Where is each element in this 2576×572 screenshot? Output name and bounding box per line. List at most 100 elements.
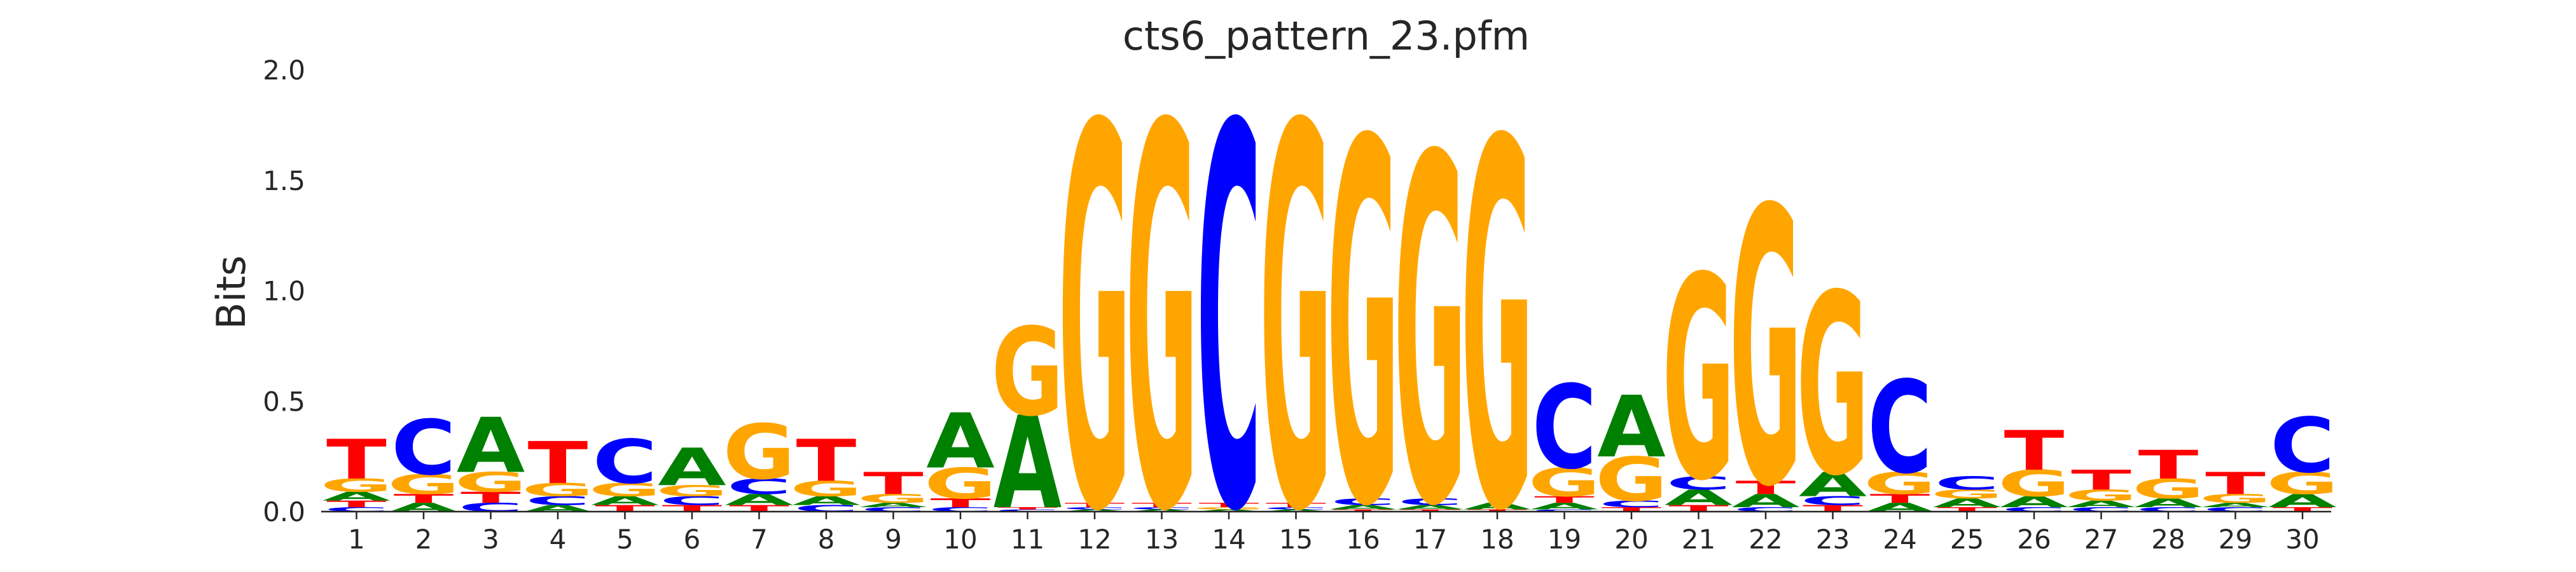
logo-letter-g: G — [656, 482, 728, 500]
x-tick-label: 28 — [2151, 524, 2185, 555]
logo-letter-a: A — [2268, 491, 2337, 512]
logo-letter-a: A — [725, 491, 793, 508]
logo-letter-a: A — [926, 397, 994, 486]
x-tick-label: 15 — [1279, 524, 1313, 555]
logo-letter-t: T — [2205, 466, 2266, 501]
x-tick-label: 21 — [1682, 524, 1715, 555]
logo-letter-c: C — [727, 474, 792, 499]
logo-letter-c: C — [995, 509, 1060, 513]
logo-letter-c: C — [593, 427, 658, 498]
logo-letter-t: T — [1937, 506, 1997, 513]
logo-letter-g: G — [1931, 487, 2004, 501]
logo-letter-g: G — [790, 477, 862, 501]
logo-letter-c: C — [660, 494, 724, 508]
logo-letter-t: T — [394, 492, 454, 506]
logo-letter-a: A — [591, 494, 660, 508]
logo-letter-t: T — [1534, 494, 1595, 505]
logo-letter-a: A — [792, 494, 861, 508]
x-tick-label: 20 — [1614, 524, 1648, 555]
x-tick-label: 13 — [1145, 524, 1179, 555]
logo-letter-c: C — [324, 506, 389, 513]
logo-letter-t: T — [2071, 465, 2131, 496]
y-tick-label: 0.0 — [263, 496, 305, 528]
logo-letter-c: C — [1599, 499, 1664, 510]
x-tick-label: 10 — [943, 524, 977, 555]
y-axis-label: Bits — [208, 255, 254, 329]
chart-title: cts6_pattern_23.pfm — [1123, 13, 1530, 59]
logo-letter-t: T — [528, 430, 588, 497]
logo-letter-c: C — [2136, 506, 2201, 513]
logo-letter-t: T — [326, 428, 387, 491]
logo-letter-c: C — [928, 506, 993, 513]
logo-letter-c: C — [1196, 18, 1261, 572]
logo-letter-a: A — [1530, 501, 1598, 512]
x-tick-label: 16 — [1346, 524, 1380, 555]
logo-letter-a: A — [1597, 379, 1665, 477]
logo-letter-t: T — [1602, 506, 1662, 513]
logo-letter-stacks: CTAGTATGCCTGAACGTTAGCTCGATACGCAGTCAGTCTG… — [320, 18, 2338, 572]
x-tick-label: 9 — [885, 524, 902, 555]
logo-letter-c: C — [1532, 361, 1597, 495]
x-tick-label: 12 — [1077, 524, 1111, 555]
y-tick-label: 1.0 — [263, 276, 305, 307]
logo-letter-g: G — [1663, 217, 1735, 542]
logo-letter-g: G — [723, 408, 795, 496]
x-tick-label: 27 — [2084, 524, 2118, 555]
x-tick-label: 17 — [1413, 524, 1447, 555]
logo-letter-a: A — [1060, 509, 1128, 513]
logo-letter-t: T — [997, 507, 1058, 510]
logo-letter-t: T — [931, 496, 991, 510]
logo-letter-g: G — [2132, 473, 2205, 505]
x-tick-label: 24 — [1883, 524, 1916, 555]
x-tick-label: 4 — [550, 524, 567, 555]
logo-letter-a: A — [322, 489, 391, 503]
logo-letter-c: C — [1532, 509, 1597, 513]
logo-letter-t: T — [1736, 477, 1796, 498]
logo-letter-t: T — [796, 427, 857, 494]
logo-letter-c: C — [391, 404, 456, 493]
x-tick-label: 30 — [2285, 524, 2319, 555]
logo-letter-c: C — [2002, 506, 2067, 513]
logo-letter-c: C — [1935, 473, 2000, 494]
logo-letter-t: T — [2273, 506, 2333, 513]
logo-letter-c: C — [2203, 506, 2268, 513]
x-tick-label: 26 — [2017, 524, 2051, 555]
logo-letter-t: T — [1870, 492, 1930, 506]
x-tick-label: 29 — [2219, 524, 2252, 555]
logo-letter-a: A — [1731, 491, 1800, 512]
logo-letter-t: T — [1333, 509, 1394, 513]
logo-letter-g: G — [1058, 18, 1131, 572]
logo-letter-g: G — [454, 467, 527, 499]
logo-letter-g: G — [1528, 460, 1600, 506]
logo-letter-c: C — [1733, 506, 1798, 513]
x-tick-label: 2 — [415, 524, 433, 555]
x-axis-ticks: 1 2 3 4 5 6 7 8 9 10 11 12 13 14 15 16 17 18 19 20 21 22 23 24 2… — [348, 512, 2320, 555]
logo-letter-g: G — [1796, 242, 1869, 531]
logo-letter-g: G — [1998, 463, 2070, 505]
logo-letter-c: C — [861, 506, 926, 513]
y-tick-label: 2.0 — [263, 55, 305, 86]
logo-letter-a: A — [1128, 509, 1196, 513]
logo-letter-t: T — [1199, 501, 1259, 508]
logo-letter-t: T — [1400, 509, 1460, 513]
y-tick-label: 0.5 — [263, 386, 305, 417]
logo-letter-t: T — [460, 489, 521, 506]
logo-letter-g: G — [1193, 507, 1265, 510]
logo-letter-g: G — [1125, 18, 1198, 572]
x-tick-label: 6 — [684, 524, 701, 555]
x-tick-label: 7 — [751, 524, 768, 555]
logo-letter-a: A — [2000, 493, 2068, 510]
logo-letter-a: A — [2201, 501, 2269, 508]
logo-letter-g: G — [387, 469, 460, 501]
logo-letter-c: C — [1666, 473, 1731, 494]
logo-letter-g: G — [1259, 18, 1332, 572]
x-tick-label: 1 — [348, 524, 365, 555]
logo-letter-c: C — [2270, 402, 2335, 490]
x-tick-label: 8 — [818, 524, 835, 555]
x-tick-label: 23 — [1816, 524, 1850, 555]
logo-letter-c: C — [1331, 496, 1395, 507]
logo-letter-g: G — [2199, 492, 2272, 506]
x-tick-label: 25 — [1950, 524, 1984, 555]
logo-letter-a: A — [1262, 509, 1330, 513]
x-tick-label: 3 — [482, 524, 499, 555]
